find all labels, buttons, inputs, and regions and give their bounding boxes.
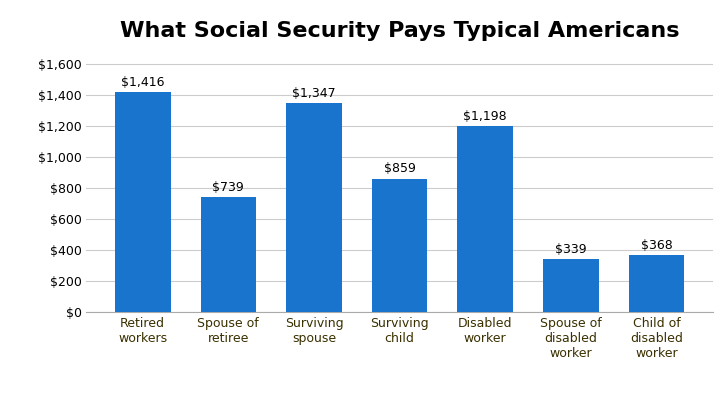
Bar <box>200 197 256 312</box>
Text: $1,198: $1,198 <box>464 110 507 123</box>
Text: $368: $368 <box>641 239 672 252</box>
Bar <box>286 103 342 312</box>
Text: $339: $339 <box>555 243 587 256</box>
Text: $859: $859 <box>384 162 415 176</box>
Text: $1,347: $1,347 <box>292 87 336 100</box>
Bar <box>629 255 684 312</box>
Bar <box>543 259 599 312</box>
Text: $1,416: $1,416 <box>121 76 164 89</box>
Text: $739: $739 <box>212 181 244 194</box>
Bar <box>372 179 428 312</box>
Title: What Social Security Pays Typical Americans: What Social Security Pays Typical Americ… <box>120 21 680 41</box>
Bar <box>457 126 513 312</box>
Bar <box>115 92 171 312</box>
